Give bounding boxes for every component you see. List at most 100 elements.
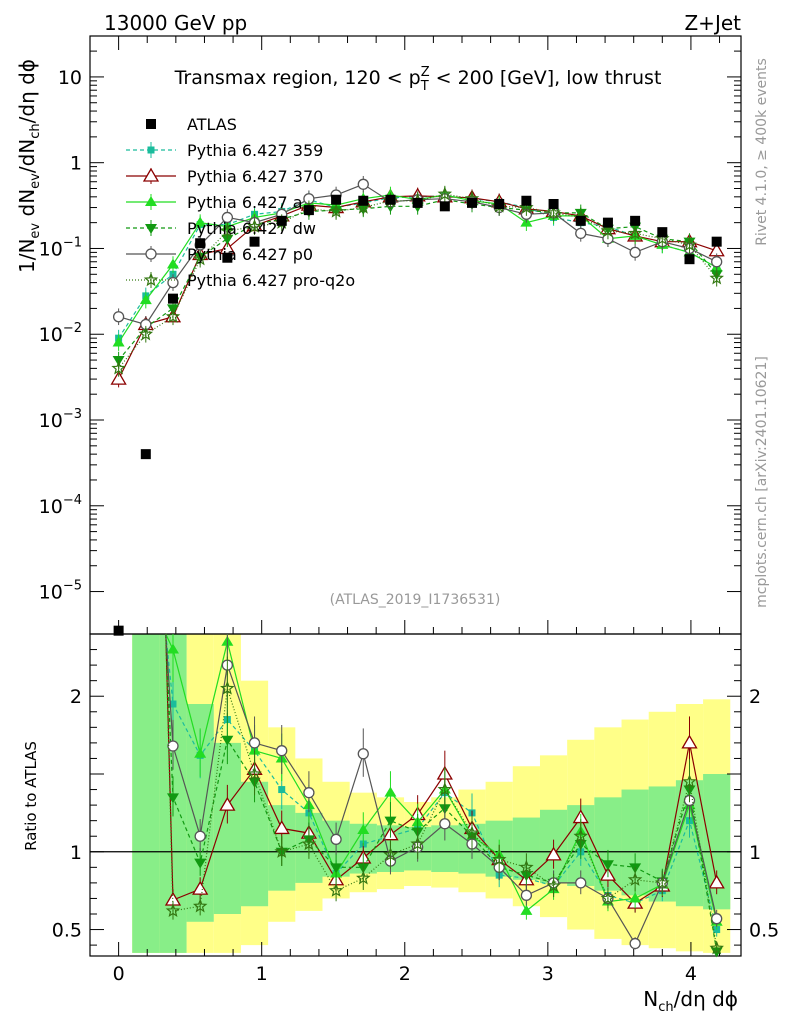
data-point [467, 197, 478, 208]
ratio-tick-label-right: 2 [749, 686, 761, 708]
data-point [221, 211, 234, 224]
data-point [112, 336, 125, 347]
series-atlas [113, 194, 722, 636]
data-point [575, 215, 586, 226]
y-tick-label: 10−3 [39, 407, 82, 432]
data-point [276, 215, 287, 226]
ratio-point [192, 898, 208, 913]
ratio-point [711, 913, 723, 925]
ratio-tick-label: 2 [70, 686, 82, 708]
data-point [627, 225, 643, 240]
data-point [195, 238, 206, 249]
ratio-point [330, 833, 342, 845]
data-point [113, 625, 124, 636]
main-series-layer [110, 175, 725, 636]
header-right: Z+Jet [684, 11, 741, 35]
ratio-y-axis-label: Ratio to ATLAS [22, 741, 40, 851]
x-tick-label: 4 [685, 963, 697, 985]
ratio-point [221, 735, 234, 746]
ratio-point [629, 892, 642, 903]
data-point [684, 254, 695, 265]
ratio-point [169, 700, 177, 708]
y-tick-label: 10−4 [39, 493, 82, 518]
ratio-point [600, 890, 616, 905]
ratio-point [439, 818, 451, 830]
data-point [629, 246, 641, 259]
ratio-point [491, 851, 507, 866]
legend-label: Pythia 6.427 370 [187, 167, 323, 186]
data-point [412, 197, 423, 208]
ratio-point [575, 877, 587, 889]
y-tick-label: 10−2 [39, 321, 82, 346]
data-point [711, 236, 722, 247]
data-point [140, 449, 151, 460]
ratio-point [247, 766, 262, 781]
ratio-point [278, 786, 286, 794]
ratio-point [655, 875, 670, 890]
ratio-point [708, 874, 725, 889]
band-green [240, 781, 269, 907]
rivet-label: Rivet 4.1.0, ≥ 400k events [754, 58, 770, 246]
ratio-tick-label-right: 1 [749, 842, 761, 864]
y-tick-label: 10−5 [39, 579, 82, 604]
y-tick-label: 10−1 [39, 235, 82, 260]
ratio-point [273, 820, 290, 835]
ratio-tick-label: 1 [70, 842, 82, 864]
ratio-point [166, 643, 179, 654]
main-axis-ticks: 10−5 10−4 10−3 10−2 10−1 1 10 0 1 2 3 4 [39, 35, 741, 985]
chart-title: Transmax region, 120 < pTZ < 200 [GeV], … [174, 65, 662, 94]
ratio-point [681, 734, 698, 749]
ratio-point [410, 836, 425, 851]
data-point [222, 252, 233, 263]
band-green [132, 634, 160, 953]
ratio-point [601, 860, 614, 871]
ratio-point [629, 937, 641, 950]
legend-label: Pythia 6.427 pro-q2o [187, 271, 355, 290]
data-point [166, 258, 179, 269]
ratio-point [546, 878, 561, 893]
ratio-line [165, 633, 718, 930]
ratio-point [682, 774, 697, 788]
legend-marker [145, 196, 157, 206]
ratio-point [357, 824, 370, 834]
x-tick-label: 1 [256, 963, 268, 985]
ratio-point [276, 745, 288, 757]
x-axis-label: Nch/dη dϕ [643, 987, 738, 1015]
data-point [630, 215, 641, 226]
legend-marker [142, 167, 160, 182]
data-point [328, 203, 344, 218]
legend-marker [147, 146, 155, 154]
data-point [112, 311, 125, 323]
band-green [213, 742, 241, 914]
ratio-frame [89, 633, 742, 957]
ratio-point [437, 781, 453, 796]
series-line [118, 199, 718, 361]
ratio-point [194, 747, 207, 758]
legend-marker [145, 224, 157, 234]
ratio-series-layer [164, 633, 725, 958]
ratio-point [167, 740, 179, 752]
data-point [521, 195, 532, 206]
legend-marker [146, 119, 156, 129]
ratio-point [194, 858, 207, 869]
data-point [247, 218, 262, 233]
ratio-series-pythia-6-427-pro-q2o [165, 633, 724, 955]
legend: ATLAS Pythia 6.427 359 Pythia 6.427 370 Pyt… [126, 115, 355, 290]
ratio-point [301, 836, 317, 851]
ratio-point [165, 903, 181, 918]
ratio-line [165, 633, 718, 945]
legend-label: Pythia 6.427 a [187, 193, 303, 212]
data-point [194, 216, 207, 227]
data-point [192, 251, 208, 266]
ratio-point [192, 880, 209, 895]
data-point [167, 276, 179, 289]
data-point [110, 370, 127, 385]
data-point [138, 326, 154, 341]
ratio-line [165, 633, 718, 952]
data-point [165, 309, 181, 323]
data-point [602, 217, 613, 228]
ratio-point [274, 844, 289, 858]
ratio-point [519, 859, 534, 874]
data-point [548, 198, 559, 209]
ratio-point [303, 787, 315, 799]
